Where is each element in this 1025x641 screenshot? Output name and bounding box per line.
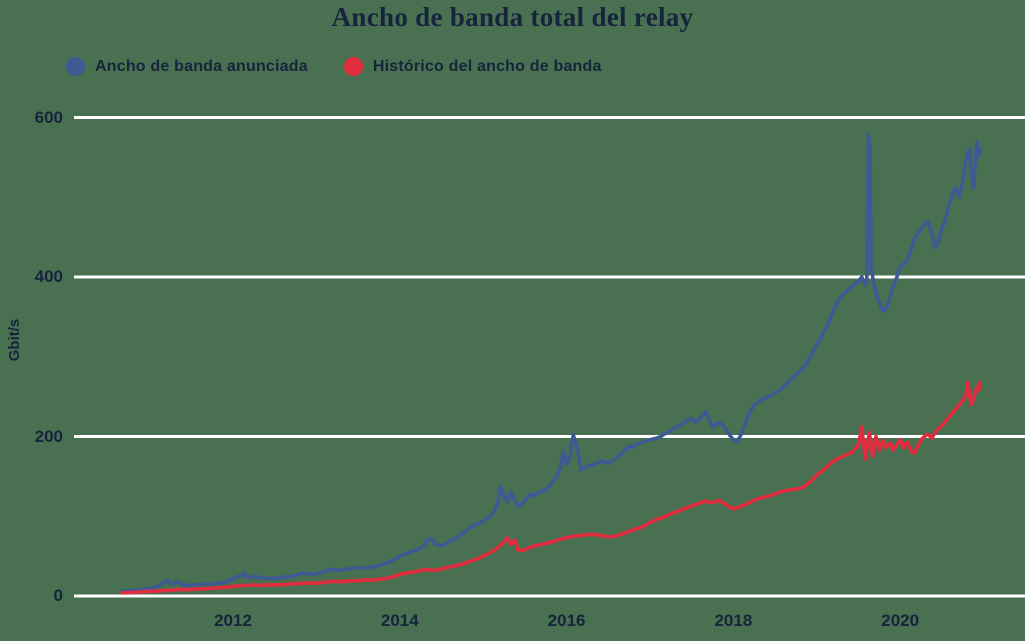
x-tick-label-2014: 2014	[380, 611, 419, 630]
x-tick-label-2016: 2016	[547, 611, 586, 630]
chart-legend: Ancho de banda anunciada Histórico del an…	[66, 57, 602, 76]
series-line-bandwidth-history	[120, 380, 983, 595]
legend-item-bandwidth-history: Histórico del ancho de banda	[343, 57, 602, 76]
y-tick-label-200: 200	[34, 426, 63, 446]
legend-label: Ancho de banda anunciada	[95, 57, 308, 75]
y-tick-label-0: 0	[53, 586, 63, 605]
y-tick-label-400: 400	[34, 267, 63, 286]
legend-item-advertised-bandwidth: Ancho de banda anunciada	[66, 57, 308, 76]
series-line-advertised-bandwidth	[120, 133, 983, 594]
legend-dot-icon	[66, 57, 85, 76]
x-tick-label-2012: 2012	[214, 611, 252, 630]
x-tick-label-2020: 2020	[881, 611, 920, 630]
legend-label: Histórico del ancho de banda	[372, 57, 602, 75]
chart-title: Ancho de banda total del relay	[331, 2, 694, 32]
x-tick-label-2018: 2018	[714, 611, 753, 630]
legend-dot-icon	[343, 57, 363, 76]
y-tick-label-600: 600	[34, 107, 63, 127]
